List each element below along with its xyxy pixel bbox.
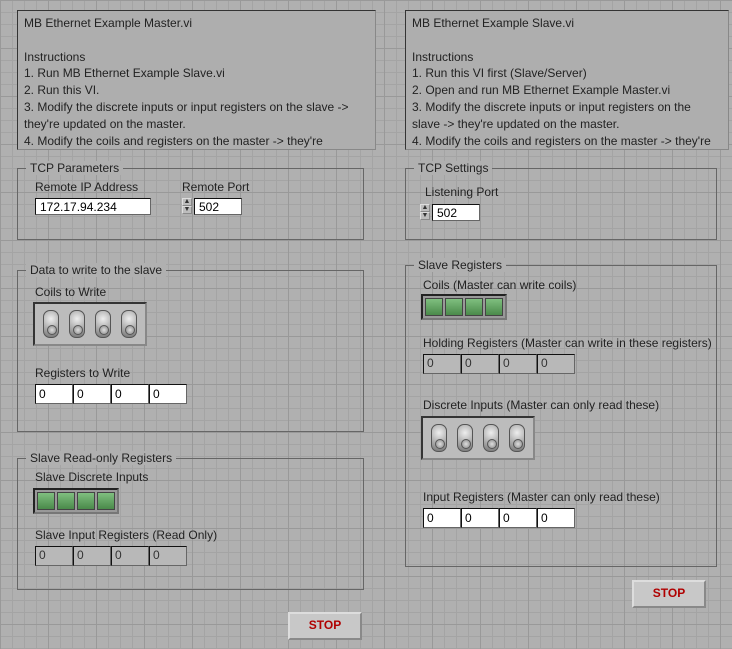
holding-registers-label: Holding Registers (Master can write in t… xyxy=(423,336,712,350)
slave-input-reg-3[interactable] xyxy=(537,508,575,528)
reg-write-0[interactable] xyxy=(35,384,73,404)
master-stop-button[interactable]: STOP xyxy=(288,612,362,640)
slave-input-registers-label: Slave Input Registers (Read Only) xyxy=(35,528,217,542)
holding-reg-3: 0 xyxy=(537,354,575,374)
slave-discrete-inputs-leds xyxy=(33,488,119,514)
master-header-text: MB Ethernet Example Master.vi Instructio… xyxy=(17,10,376,150)
discrete-switch-1[interactable] xyxy=(457,424,473,452)
master-write-title: Data to write to the slave xyxy=(26,263,166,277)
discrete-switch-2[interactable] xyxy=(483,424,499,452)
slave-tcp-title: TCP Settings xyxy=(414,161,492,175)
slave-coils-leds xyxy=(421,294,507,320)
up-arrow-icon[interactable]: ▲ xyxy=(182,198,192,206)
remote-port-spinner[interactable]: ▲▼ xyxy=(182,198,192,214)
reg-write-3[interactable] xyxy=(149,384,187,404)
remote-port-input[interactable] xyxy=(194,198,242,215)
input-reg-1: 0 xyxy=(73,546,111,566)
coils-to-write-switches xyxy=(33,302,147,346)
discrete-inputs-label: Discrete Inputs (Master can only read th… xyxy=(423,398,659,412)
input-registers-array xyxy=(423,508,575,528)
slave-coil-led-3 xyxy=(485,298,503,316)
slave-coils-label: Coils (Master can write coils) xyxy=(423,278,576,292)
discrete-switch-3[interactable] xyxy=(509,424,525,452)
discrete-led-0 xyxy=(37,492,55,510)
listening-port-label: Listening Port xyxy=(425,185,498,199)
registers-to-write-array xyxy=(35,384,187,404)
master-tcp-title: TCP Parameters xyxy=(26,161,123,175)
holding-reg-0: 0 xyxy=(423,354,461,374)
discrete-inputs-switches xyxy=(421,416,535,460)
slave-input-registers-array: 0 0 0 0 xyxy=(35,546,187,566)
coil-switch-1[interactable] xyxy=(69,310,85,338)
master-read-title: Slave Read-only Registers xyxy=(26,451,176,465)
up-arrow-icon[interactable]: ▲ xyxy=(420,204,430,212)
discrete-led-2 xyxy=(77,492,95,510)
discrete-switch-0[interactable] xyxy=(431,424,447,452)
input-reg-2: 0 xyxy=(111,546,149,566)
coil-switch-0[interactable] xyxy=(43,310,59,338)
input-reg-3: 0 xyxy=(149,546,187,566)
slave-stop-button[interactable]: STOP xyxy=(632,580,706,608)
listening-port-input[interactable] xyxy=(432,204,480,221)
slave-header-text: MB Ethernet Example Slave.vi Instruction… xyxy=(405,10,729,150)
down-arrow-icon[interactable]: ▼ xyxy=(420,212,430,220)
slave-input-reg-2[interactable] xyxy=(499,508,537,528)
reg-write-2[interactable] xyxy=(111,384,149,404)
remote-ip-input[interactable] xyxy=(35,198,151,215)
discrete-led-3 xyxy=(97,492,115,510)
slave-coil-led-2 xyxy=(465,298,483,316)
slave-coil-led-0 xyxy=(425,298,443,316)
reg-write-1[interactable] xyxy=(73,384,111,404)
coil-switch-3[interactable] xyxy=(121,310,137,338)
listening-port-spinner[interactable]: ▲▼ xyxy=(420,204,430,220)
input-registers-label: Input Registers (Master can only read th… xyxy=(423,490,660,504)
slave-input-reg-0[interactable] xyxy=(423,508,461,528)
slave-input-reg-1[interactable] xyxy=(461,508,499,528)
slave-registers-title: Slave Registers xyxy=(414,258,506,272)
remote-ip-label: Remote IP Address xyxy=(35,180,138,194)
holding-registers-array: 0 0 0 0 xyxy=(423,354,575,374)
slave-coil-led-1 xyxy=(445,298,463,316)
down-arrow-icon[interactable]: ▼ xyxy=(182,206,192,214)
holding-reg-2: 0 xyxy=(499,354,537,374)
registers-to-write-label: Registers to Write xyxy=(35,366,130,380)
input-reg-0: 0 xyxy=(35,546,73,566)
slave-discrete-inputs-label: Slave Discrete Inputs xyxy=(35,470,148,484)
discrete-led-1 xyxy=(57,492,75,510)
remote-port-label: Remote Port xyxy=(182,180,249,194)
coils-to-write-label: Coils to Write xyxy=(35,285,106,299)
coil-switch-2[interactable] xyxy=(95,310,111,338)
holding-reg-1: 0 xyxy=(461,354,499,374)
